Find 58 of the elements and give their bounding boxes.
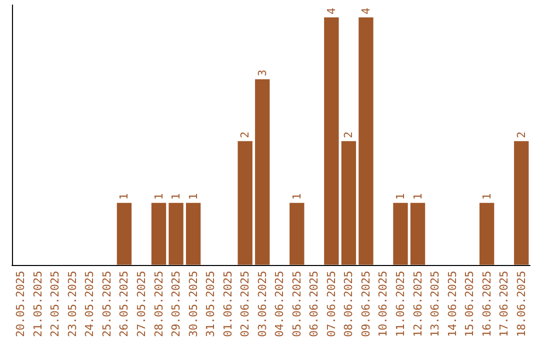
x-tick-label: 16.06.2025 — [480, 270, 494, 338]
x-tick-label: 21.05.2025 — [31, 270, 44, 338]
x-tick-label: 03.06.2025 — [256, 270, 269, 338]
x-tick-label: 12.06.2025 — [411, 270, 424, 338]
x-tick-label: 09.06.2025 — [359, 270, 372, 338]
data-label: 4 — [359, 7, 372, 14]
bar — [290, 202, 304, 265]
data-label: 4 — [324, 7, 338, 14]
bar — [514, 141, 529, 265]
x-tick-label: 27.05.2025 — [135, 270, 148, 338]
bar — [479, 202, 494, 265]
x-tick-label: 08.06.2025 — [342, 270, 356, 338]
bar — [168, 202, 184, 265]
x-tick-label: 02.06.2025 — [238, 270, 252, 338]
data-label: 1 — [186, 193, 200, 200]
x-tick-label: 10.06.2025 — [376, 270, 390, 338]
data-label: 1 — [290, 193, 304, 200]
x-tick-label: 29.05.2025 — [170, 270, 183, 338]
bar — [393, 202, 408, 265]
bar — [116, 202, 132, 265]
x-tick-label: 15.06.2025 — [463, 270, 476, 338]
bar — [151, 202, 166, 265]
x-tick-label: 07.06.2025 — [324, 270, 338, 338]
data-label: 1 — [118, 193, 131, 200]
x-tick-label: 30.05.2025 — [186, 270, 200, 338]
x-tick-label: 11.06.2025 — [394, 270, 407, 338]
data-label: 1 — [152, 193, 166, 200]
data-label: 1 — [480, 193, 494, 200]
x-tick-label: 06.06.2025 — [308, 270, 321, 338]
x-tick-label: 20.05.2025 — [14, 270, 28, 338]
x-tick-label: 05.06.2025 — [290, 270, 304, 338]
x-tick-label: 14.06.2025 — [446, 270, 459, 338]
data-label: 2 — [514, 131, 528, 138]
bar — [238, 141, 252, 265]
x-tick-label: 26.05.2025 — [118, 270, 131, 338]
bar — [324, 17, 339, 265]
data-label: 2 — [342, 131, 356, 138]
x-tick-label: 17.06.2025 — [498, 270, 511, 338]
x-tick-label: 24.05.2025 — [83, 270, 96, 338]
bar — [410, 202, 426, 265]
data-label: 1 — [170, 193, 183, 200]
bar — [255, 79, 270, 265]
x-tick-label: 13.06.2025 — [428, 270, 442, 338]
data-label: 2 — [238, 131, 252, 138]
x-tick-label: 28.05.2025 — [152, 270, 166, 338]
x-tick-label: 18.06.2025 — [514, 270, 528, 338]
x-tick-label: 22.05.2025 — [48, 270, 62, 338]
bar — [341, 141, 356, 265]
x-tick-label: 31.05.2025 — [204, 270, 218, 338]
x-tick-label: 25.05.2025 — [100, 270, 114, 338]
x-tick-label: 04.06.2025 — [273, 270, 286, 338]
data-label: 3 — [256, 70, 269, 76]
bar — [358, 17, 374, 265]
data-label: 1 — [394, 193, 407, 200]
data-label: 1 — [411, 193, 424, 200]
x-tick-label: 01.06.2025 — [221, 270, 234, 338]
bar — [186, 202, 201, 265]
x-tick-label: 23.05.2025 — [66, 270, 79, 338]
